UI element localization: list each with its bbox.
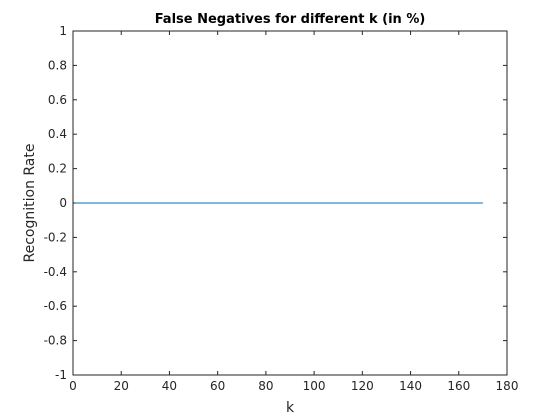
y-tick-label-8: 0.6 bbox=[48, 93, 67, 107]
y-axis: -1 -0.8 -0.6 -0.4 -0.2 0 0.2 0.4 0.6 0.8 1 bbox=[44, 24, 507, 382]
y-tick-label-2: -0.6 bbox=[44, 299, 67, 313]
y-tick-label-5: 0 bbox=[59, 196, 67, 210]
x-tick-label-8: 160 bbox=[447, 379, 470, 393]
y-tick-label-9: 0.8 bbox=[48, 58, 67, 72]
x-tick-label-1: 20 bbox=[114, 379, 129, 393]
x-tick-label-7: 140 bbox=[399, 379, 422, 393]
y-axis-label: Recognition Rate bbox=[22, 144, 38, 263]
x-axis-label: k bbox=[286, 400, 295, 416]
y-tick-label-6: 0.2 bbox=[48, 162, 67, 176]
x-tick-label-6: 120 bbox=[351, 379, 374, 393]
x-tick-label-3: 60 bbox=[210, 379, 225, 393]
y-tick-label-4: -0.2 bbox=[44, 230, 67, 244]
x-axis: 0 20 40 60 80 100 120 140 160 180 bbox=[69, 31, 518, 393]
x-tick-label-9: 180 bbox=[496, 379, 519, 393]
chart-title: False Negatives for different k (in %) bbox=[155, 12, 426, 27]
x-tick-label-2: 40 bbox=[162, 379, 177, 393]
y-tick-label-0: -1 bbox=[55, 368, 67, 382]
y-tick-label-3: -0.4 bbox=[44, 265, 67, 279]
y-tick-label-7: 0.4 bbox=[48, 127, 67, 141]
x-tick-label-0: 0 bbox=[69, 379, 77, 393]
x-tick-label-5: 100 bbox=[303, 379, 326, 393]
y-tick-label-1: -0.8 bbox=[44, 334, 67, 348]
x-tick-label-4: 80 bbox=[258, 379, 273, 393]
y-tick-label-10: 1 bbox=[59, 24, 67, 38]
